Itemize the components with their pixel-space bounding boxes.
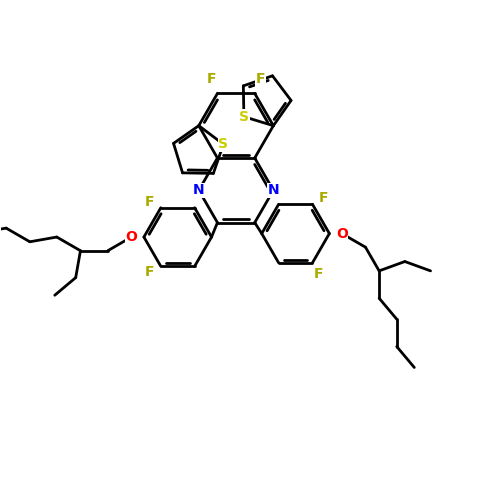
Text: N: N — [268, 184, 279, 198]
Text: F: F — [314, 266, 323, 280]
Text: O: O — [336, 226, 347, 240]
Text: F: F — [145, 266, 154, 280]
Text: F: F — [318, 192, 328, 205]
Text: F: F — [256, 72, 266, 86]
Text: S: S — [218, 137, 228, 151]
Text: F: F — [145, 195, 154, 209]
Text: N: N — [193, 184, 204, 198]
Text: S: S — [239, 110, 249, 124]
Text: O: O — [126, 230, 138, 244]
Text: F: F — [206, 72, 216, 86]
